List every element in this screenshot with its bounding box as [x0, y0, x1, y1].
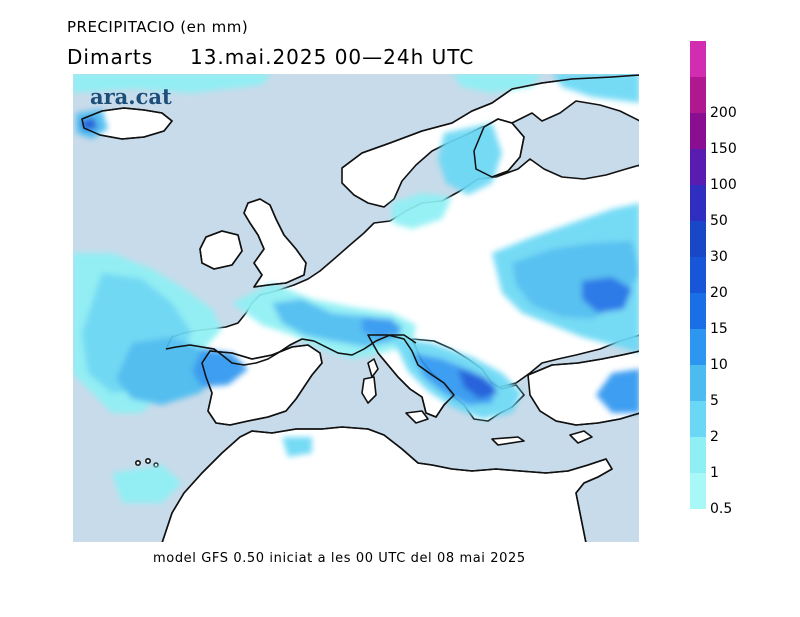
coastlines: [81, 74, 640, 543]
legend-swatch: [690, 257, 706, 293]
crete: [491, 436, 525, 446]
legend-swatch: [690, 401, 706, 437]
legend-swatch: [690, 293, 706, 329]
map-subtitle: Dimarts 13.mai.2025 00—24h UTC: [67, 45, 474, 69]
legend-label: 0.5: [710, 501, 733, 517]
legend-swatch: [690, 329, 706, 365]
legend-swatch: [690, 473, 706, 509]
map-title: PRECIPITACIO (en mm): [67, 18, 249, 36]
legend-label: 50: [710, 213, 728, 229]
legend-label: 150: [710, 141, 737, 157]
legend-label: 30: [710, 249, 728, 265]
corsica: [367, 358, 379, 378]
legend-swatch: [690, 185, 706, 221]
legend-label: 100: [710, 177, 737, 193]
legend-swatch: [690, 113, 706, 149]
legend-swatch: [690, 149, 706, 185]
legend-swatch: [690, 77, 706, 113]
ara-cat-logo: ara.cat: [90, 84, 172, 109]
sicily: [405, 410, 429, 424]
legend-swatch: [690, 221, 706, 257]
cyprus: [569, 430, 593, 444]
legend-label: 10: [710, 357, 728, 373]
sardinia: [361, 376, 377, 404]
legend-swatch: [690, 41, 706, 77]
model-run-caption: model GFS 0.50 iniciat a les 00 UTC del …: [153, 551, 526, 566]
legend-swatch: [690, 365, 706, 401]
legend-label: 20: [710, 285, 728, 301]
legend-label: 15: [710, 321, 728, 337]
subtitle-date: 13.mai.2025 00—24h UTC: [189, 45, 475, 69]
legend-label: 200: [710, 105, 737, 121]
legend-swatch: [690, 437, 706, 473]
legend-label: 1: [710, 465, 719, 481]
legend-label: 2: [710, 429, 719, 445]
legend-label: 5: [710, 393, 719, 409]
subtitle-day: Dimarts: [67, 45, 154, 69]
precipitation-map: [72, 73, 640, 543]
